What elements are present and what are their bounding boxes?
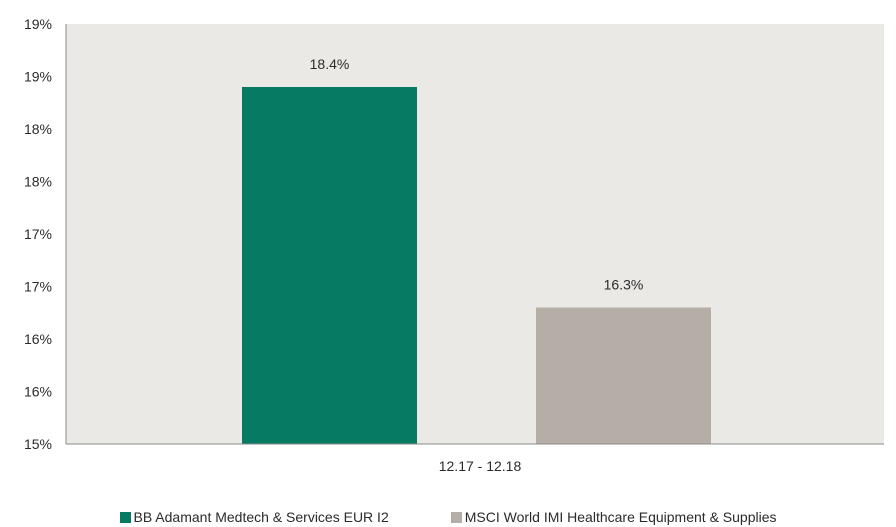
y-tick-label: 15% [24,436,52,452]
y-tick-label: 19% [24,69,52,85]
legend-swatch-benchmark [450,511,462,523]
bars [242,87,711,444]
legend-item-fund: BB Adamant Medtech & Services EUR I2 [119,509,389,525]
y-tick-label: 19% [24,16,52,32]
plot-area [66,24,884,444]
y-tick-label: 17% [24,226,52,242]
bar-label-fund: 18.4% [310,56,350,72]
legend-swatch-fund [119,511,131,523]
legend-label-fund: BB Adamant Medtech & Services EUR I2 [133,509,389,525]
y-tick-label: 17% [24,279,52,295]
legend-item-benchmark: MSCI World IMI Healthcare Equipment & Su… [450,509,777,525]
bar-label-benchmark: 16.3% [604,277,644,293]
bar-labels: 18.4% 16.3% [310,56,644,293]
y-tick-label: 18% [24,121,52,137]
y-tick-label: 18% [24,174,52,190]
x-category-label: 12.17 - 12.18 [439,458,522,474]
y-tick-label: 16% [24,331,52,347]
legend: BB Adamant Medtech & Services EUR I2 MSC… [0,509,896,525]
bar-benchmark [536,307,711,444]
legend-label-benchmark: MSCI World IMI Healthcare Equipment & Su… [464,509,777,525]
y-tick-label: 16% [24,384,52,400]
bar-fund [242,87,417,444]
y-axis-ticks: 15% 16% 16% 17% 17% 18% 18% 19% 19% [24,16,52,452]
